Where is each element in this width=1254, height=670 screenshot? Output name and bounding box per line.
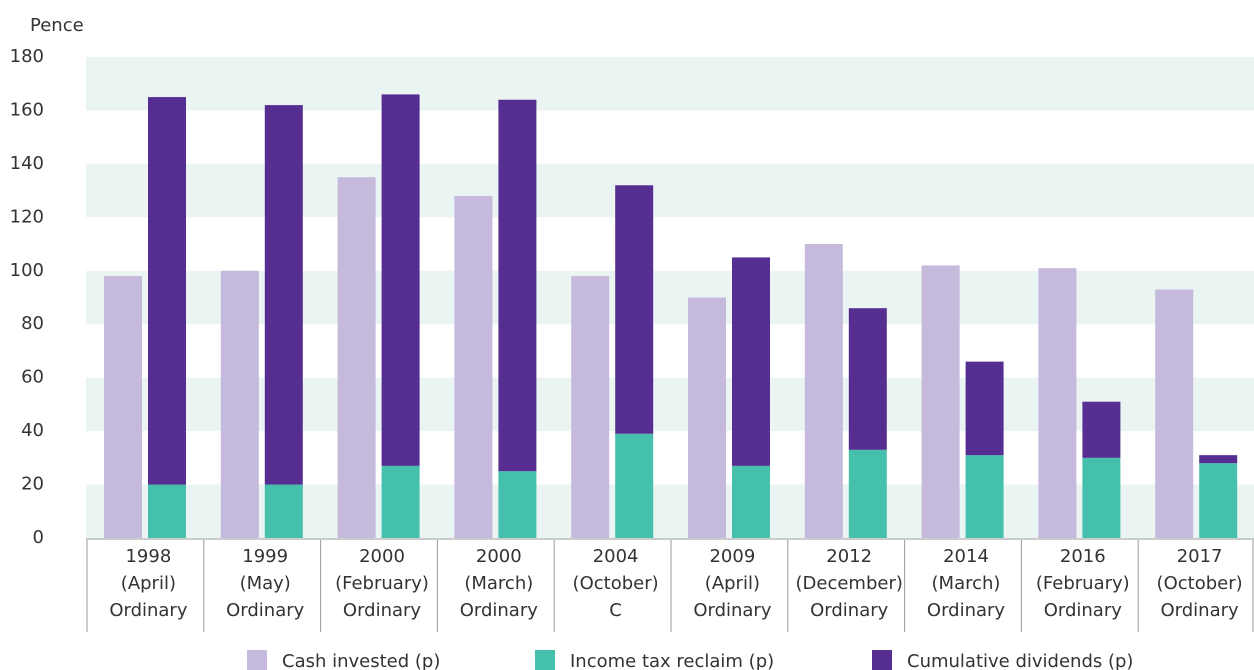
bar	[454, 195, 493, 538]
grid-band	[86, 377, 1254, 432]
x-tick-label: Ordinary	[460, 600, 539, 621]
y-axis-label: Pence	[30, 15, 84, 36]
x-tick-label: Ordinary	[109, 600, 188, 621]
x-tick-label: 2014	[943, 546, 989, 567]
grid-band	[86, 270, 1254, 325]
bar	[732, 257, 770, 466]
bar	[848, 449, 887, 538]
bar	[264, 484, 303, 538]
bar	[732, 465, 770, 538]
x-tick-label: 2009	[709, 546, 755, 567]
bar	[264, 105, 303, 485]
bar	[1155, 289, 1194, 538]
x-tick-label: (March)	[464, 573, 533, 594]
x-tick-label: Ordinary	[927, 600, 1006, 621]
bar	[381, 94, 420, 466]
bar	[571, 276, 610, 538]
y-tick-label: 40	[21, 420, 44, 441]
bar	[1082, 401, 1121, 458]
bar	[104, 276, 142, 538]
x-tick-label: Ordinary	[693, 600, 772, 621]
x-tick-label: (April)	[121, 573, 176, 594]
legend-label: Cumulative dividends (p)	[907, 651, 1133, 670]
x-tick-label: 2004	[593, 546, 639, 567]
x-tick-label: (December)	[796, 573, 903, 594]
x-tick-label: (March)	[932, 573, 1001, 594]
x-tick-label: Ordinary	[810, 600, 889, 621]
legend-label: Cash invested (p)	[282, 651, 440, 670]
x-tick-label: Ordinary	[343, 600, 422, 621]
grid-band	[86, 163, 1254, 218]
y-tick-label: 160	[10, 99, 44, 120]
x-tick-label: (October)	[1157, 573, 1243, 594]
bar	[921, 265, 960, 538]
y-tick-label: 100	[10, 260, 44, 281]
y-tick-label: 0	[33, 527, 44, 548]
x-tick-label: 2000	[476, 546, 522, 567]
legend-label: Income tax reclaim (p)	[570, 651, 774, 670]
x-tick-label: (April)	[705, 573, 760, 594]
y-tick-label: 60	[21, 367, 44, 388]
x-tick-label: 1999	[242, 546, 288, 567]
grid-band	[86, 484, 1254, 538]
y-tick-label: 20	[21, 474, 44, 495]
bar	[848, 308, 887, 450]
x-tick-label: (February)	[1036, 573, 1130, 594]
bar	[1082, 457, 1121, 538]
x-tick-label: 2017	[1177, 546, 1223, 567]
x-tick-label: 2016	[1060, 546, 1106, 567]
bar	[615, 185, 654, 434]
x-tick-label: 1998	[125, 546, 171, 567]
bar	[1199, 463, 1238, 538]
legend-swatch	[535, 650, 555, 670]
bar	[965, 361, 1004, 456]
y-tick-label: 180	[10, 46, 44, 67]
y-tick-label: 80	[21, 313, 44, 334]
bar	[148, 97, 186, 485]
x-tick-label: 2012	[826, 546, 872, 567]
bar	[337, 177, 376, 538]
bar	[148, 484, 186, 538]
bar	[498, 471, 537, 538]
bar	[1038, 268, 1077, 538]
bar	[498, 99, 537, 472]
y-tick-label: 120	[10, 206, 44, 227]
bar	[381, 465, 420, 538]
bar	[1199, 455, 1238, 464]
x-tick-label: (February)	[335, 573, 429, 594]
x-tick-label: C	[609, 600, 622, 621]
x-tick-label: Ordinary	[1044, 600, 1123, 621]
bar	[965, 455, 1004, 538]
legend-swatch	[872, 650, 892, 670]
grid-band	[86, 57, 1254, 111]
bar	[804, 244, 843, 539]
x-tick-label: (May)	[240, 573, 291, 594]
x-tick-label: Ordinary	[1161, 600, 1240, 621]
x-tick-label: (October)	[573, 573, 659, 594]
y-tick-label: 140	[10, 153, 44, 174]
bar	[688, 297, 726, 538]
legend-swatch	[247, 650, 267, 670]
bar	[220, 270, 259, 538]
bar	[615, 433, 654, 538]
x-tick-label: 2000	[359, 546, 405, 567]
x-tick-label: Ordinary	[226, 600, 305, 621]
